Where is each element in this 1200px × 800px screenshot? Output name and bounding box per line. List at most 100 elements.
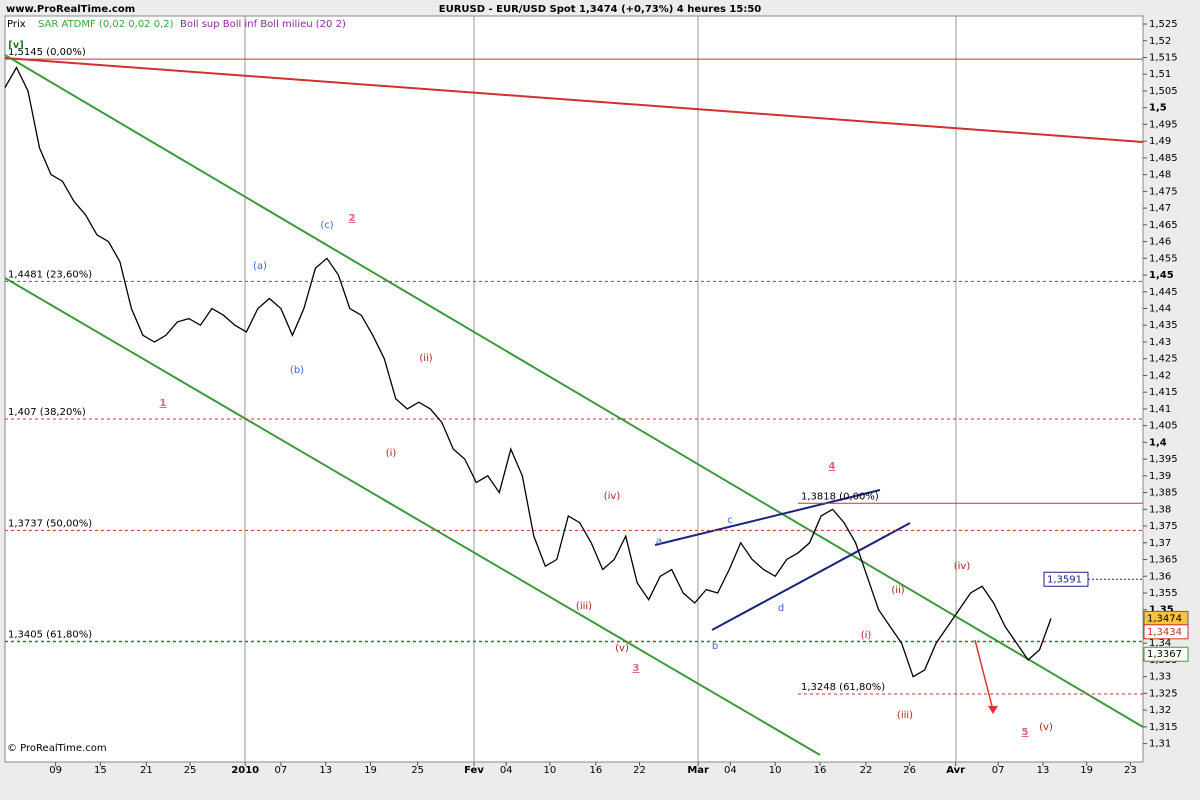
y-tick-label: 1,405: [1149, 421, 1178, 432]
x-tick-label: 15: [94, 765, 107, 776]
fib-label: 1,3405 (61,80%): [8, 630, 92, 641]
y-tick-label: 1,355: [1149, 588, 1178, 599]
x-tick-label: 25: [184, 765, 197, 776]
wave-label: (iii): [897, 710, 913, 721]
arrow-head: [988, 706, 998, 714]
wave-label: (v): [615, 643, 629, 654]
x-tick-label: 19: [1080, 765, 1093, 776]
x-tick-label: 19: [364, 765, 377, 776]
x-tick-label: 07: [992, 765, 1005, 776]
triangle-line: [711, 522, 911, 631]
x-tick-label: Fev: [464, 765, 484, 776]
y-tick-label: 1,475: [1149, 186, 1178, 197]
y-tick-label: 1,36: [1149, 571, 1171, 582]
wave-label: b: [712, 641, 718, 652]
wave-label: [v]: [8, 40, 24, 51]
x-tick-label: 04: [500, 765, 513, 776]
y-tick-label: 1,425: [1149, 354, 1178, 365]
y-tick-label: 1,38: [1149, 504, 1171, 515]
price-line: [4, 66, 1052, 678]
y-tick-label: 1,435: [1149, 320, 1178, 331]
indicator: Prix: [7, 19, 26, 30]
y-tick-label: 1,33: [1149, 672, 1171, 683]
fib-label: 1,5145 (0,00%): [8, 47, 86, 58]
x-tick-label: 26: [903, 765, 916, 776]
wave-label: (ii): [891, 585, 904, 596]
y-tick-label: 1,485: [1149, 153, 1178, 164]
y-tick-label: 1,515: [1149, 53, 1178, 64]
y-tick-label: 1,455: [1149, 253, 1178, 264]
x-tick-label: 10: [543, 765, 556, 776]
x-tick-label: 23: [1124, 765, 1137, 776]
wave-label: (ii): [419, 353, 432, 364]
copyright: © ProRealTime.com: [7, 743, 107, 754]
y-tick-label: 1,44: [1149, 304, 1171, 315]
y-tick-label: 1,37: [1149, 538, 1171, 549]
fib-label: 1,3737 (50,00%): [8, 518, 92, 529]
wave-label: (iv): [954, 561, 971, 572]
trend-line: [4, 57, 1144, 143]
y-tick-label: 1,4: [1149, 437, 1167, 448]
price-tag-label: 1,3591: [1047, 574, 1082, 585]
wave-label: c: [727, 515, 733, 526]
wave-label: (i): [386, 448, 397, 459]
wave-label: d: [778, 603, 784, 614]
month-separators: [244, 16, 957, 762]
indicator: Boll sup Boll inf Boll milieu (20 2): [180, 19, 346, 30]
wave-label: (c): [320, 220, 333, 231]
arrow: [974, 639, 994, 711]
y-tick-label: 1,375: [1149, 521, 1178, 532]
price-tag-label: 1,3367: [1147, 649, 1182, 660]
site: www.ProRealTime.com: [6, 4, 135, 15]
channel-line: [4, 277, 821, 756]
x-tick-label: Avr: [946, 765, 965, 776]
y-tick-label: 1,525: [1149, 19, 1178, 30]
price-tag: [1143, 646, 1189, 662]
y-tick-label: 1,39: [1149, 471, 1171, 482]
chart-title: EURUSD - EUR/USD Spot 1,3474 (+0,73%) 4 …: [439, 4, 762, 15]
x-tick-label: 22: [860, 765, 873, 776]
y-tick-label: 1,315: [1149, 722, 1178, 733]
x-tick-label: 22: [633, 765, 646, 776]
y-tick-label: 1,51: [1149, 69, 1171, 80]
y-tick-label: 1,32: [1149, 705, 1171, 716]
x-tick-label: 07: [275, 765, 288, 776]
y-tick-label: 1,52: [1149, 36, 1171, 47]
wave-label: 1: [160, 398, 167, 409]
wave-label: 2: [349, 213, 356, 224]
x-tick-label: 13: [319, 765, 332, 776]
plot-area: [4, 15, 1144, 763]
y-tick-label: 1,45: [1149, 270, 1174, 281]
y-tick-label: 1,445: [1149, 287, 1178, 298]
wave-label: 3: [633, 663, 640, 674]
y-tick-label: 1,5: [1149, 103, 1167, 114]
x-tick-label: 21: [140, 765, 153, 776]
x-tick-label: Mar: [687, 765, 709, 776]
y-tick-label: 1,325: [1149, 688, 1178, 699]
wave-label: (a): [253, 261, 267, 272]
y-tick-label: 1,34: [1149, 638, 1171, 649]
y-tick-label: 1,49: [1149, 136, 1171, 147]
x-tick-label: 04: [724, 765, 737, 776]
y-tick-label: 1,385: [1149, 488, 1178, 499]
y-tick-label: 1,505: [1149, 86, 1178, 97]
wave-label: 4: [829, 461, 836, 472]
x-tick-label: 2010: [231, 765, 259, 776]
price-tag: [1143, 624, 1189, 640]
y-tick-label: 1,41: [1149, 404, 1171, 415]
x-tick-label: 10: [769, 765, 782, 776]
fib-label: 1,3248 (61,80%): [801, 682, 885, 693]
channel-line: [4, 54, 1144, 728]
wave-label: (iv): [604, 491, 621, 502]
wave-label: (v): [1039, 722, 1053, 733]
wave-label: a: [656, 536, 662, 547]
wave-label: (iii): [576, 601, 592, 612]
y-tick-label: 1,48: [1149, 170, 1171, 181]
x-tick-label: 16: [814, 765, 827, 776]
fib-label: 1,407 (38,20%): [8, 407, 86, 418]
y-tick-label: 1,43: [1149, 337, 1171, 348]
wave-label: 5: [1022, 727, 1029, 738]
price-tag-label: 1,3474: [1147, 613, 1182, 624]
x-tick-label: 13: [1037, 765, 1050, 776]
